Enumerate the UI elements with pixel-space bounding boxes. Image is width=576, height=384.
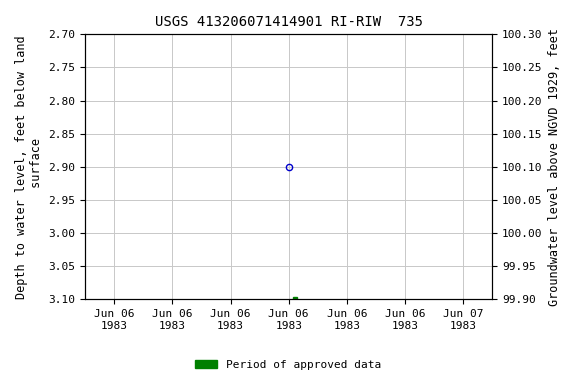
Y-axis label: Depth to water level, feet below land
 surface: Depth to water level, feet below land su… bbox=[15, 35, 43, 299]
Legend: Period of approved data: Period of approved data bbox=[191, 356, 385, 375]
Title: USGS 413206071414901 RI-RIW  735: USGS 413206071414901 RI-RIW 735 bbox=[155, 15, 423, 29]
Y-axis label: Groundwater level above NGVD 1929, feet: Groundwater level above NGVD 1929, feet bbox=[548, 28, 561, 306]
